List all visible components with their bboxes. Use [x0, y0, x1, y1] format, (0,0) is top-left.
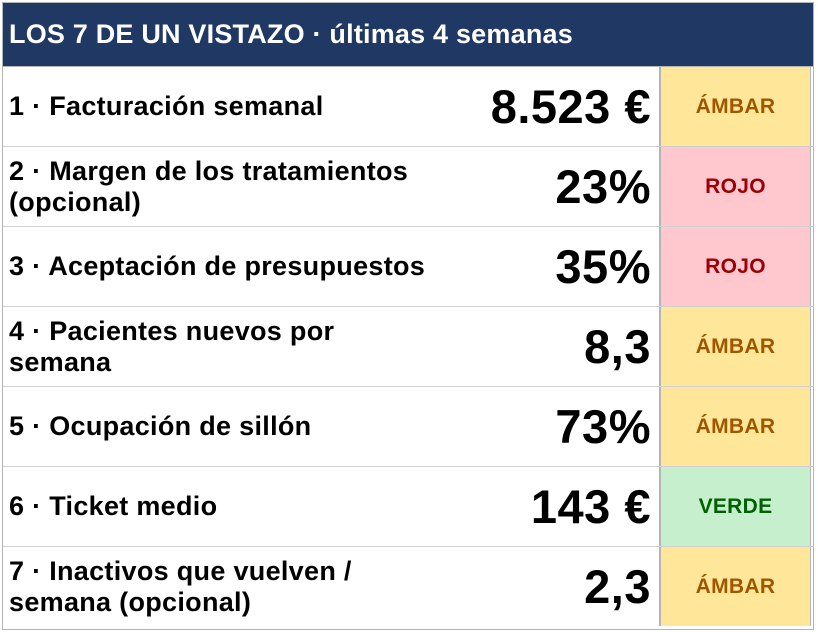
table-title: LOS 7 DE UN VISTAZO · últimas 4 semanas — [3, 3, 813, 67]
kpi-value: 8.523 € — [490, 80, 651, 133]
kpi-row-3: 3 · Aceptación de presupuestos 35% ROJO — [3, 227, 813, 307]
kpi-label: 3 · Aceptación de presupuestos — [9, 251, 426, 281]
kpi-row-2: 2 · Margen de los tratamientos (opcional… — [3, 147, 813, 227]
kpi-value: 2,3 — [584, 560, 651, 613]
kpi-label: 4 · Pacientes nuevos por semana — [9, 315, 335, 377]
kpi-status-badge: ROJO — [659, 147, 811, 226]
kpi-value: 35% — [555, 240, 651, 293]
kpi-rows: 1 · Facturación semanal 8.523 € ÁMBAR 2 … — [3, 67, 813, 627]
kpi-value: 23% — [555, 160, 651, 213]
kpi-status-badge: ÁMBAR — [659, 307, 811, 386]
kpi-label: 2 · Margen de los tratamientos (opcional… — [9, 155, 409, 217]
kpi-label: 1 · Facturación semanal — [9, 91, 324, 121]
kpi-row-5: 5 · Ocupación de sillón 73% ÁMBAR — [3, 387, 813, 467]
kpi-status-badge: ÁMBAR — [659, 387, 811, 466]
kpi-status-badge: ROJO — [659, 227, 811, 306]
kpi-row-4: 4 · Pacientes nuevos por semana 8,3 ÁMBA… — [3, 307, 813, 387]
kpi-status-badge: VERDE — [659, 467, 811, 546]
kpi-status-badge: ÁMBAR — [659, 67, 811, 146]
kpi-label: 5 · Ocupación de sillón — [9, 411, 312, 441]
kpi-row-7: 7 · Inactivos que vuelven / semana (opci… — [3, 547, 813, 627]
kpi-label: 6 · Ticket medio — [9, 491, 218, 521]
kpi-value: 8,3 — [584, 320, 651, 373]
kpi-row-1: 1 · Facturación semanal 8.523 € ÁMBAR — [3, 67, 813, 147]
kpi-value: 143 € — [530, 480, 651, 533]
kpi-row-6: 6 · Ticket medio 143 € VERDE — [3, 467, 813, 547]
kpi-label: 7 · Inactivos que vuelven / semana (opci… — [9, 555, 352, 617]
kpi-status-badge: ÁMBAR — [659, 547, 811, 626]
kpi-value: 73% — [555, 400, 651, 453]
